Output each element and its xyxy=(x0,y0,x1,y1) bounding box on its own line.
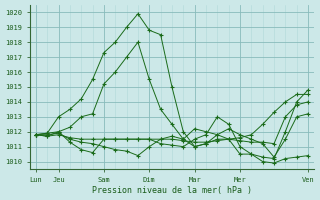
X-axis label: Pression niveau de la mer( hPa ): Pression niveau de la mer( hPa ) xyxy=(92,186,252,195)
